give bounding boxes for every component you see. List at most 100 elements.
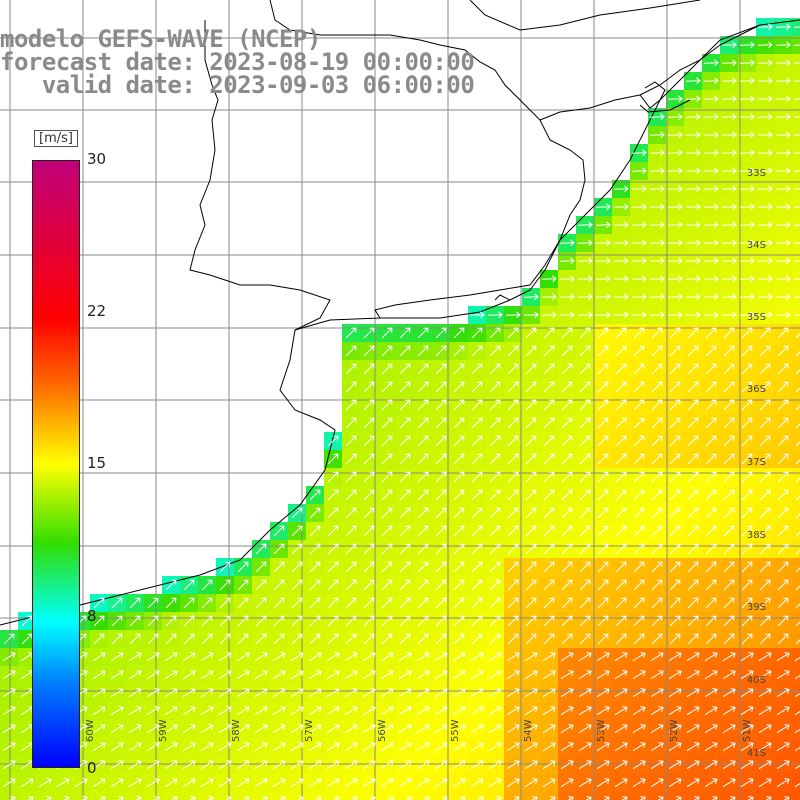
wind-arrow	[633, 507, 645, 519]
wind-arrow	[703, 293, 719, 301]
wind-arrow	[633, 489, 645, 501]
wind-arrow	[470, 742, 484, 752]
wind-speed-cell	[216, 792, 235, 800]
wind-arrow	[399, 489, 411, 501]
wind-arrow	[631, 203, 647, 211]
wind-arrow	[363, 597, 375, 609]
wind-arrow	[399, 597, 411, 609]
wind-arrow	[243, 796, 250, 800]
wind-arrow	[705, 543, 717, 555]
wind-arrow	[345, 507, 357, 519]
wind-arrow	[362, 778, 376, 788]
wind-arrow	[182, 670, 196, 680]
wind-arrow	[489, 345, 501, 357]
wind-arrow	[477, 796, 484, 800]
wind-arrow	[2, 742, 16, 752]
wind-arrow	[721, 41, 737, 49]
wind-arrow	[452, 706, 466, 716]
wind-arrow	[543, 453, 555, 465]
wind-arrow	[128, 670, 142, 680]
wind-arrow	[453, 507, 465, 519]
wind-arrow	[723, 615, 735, 627]
wind-arrow	[507, 399, 519, 411]
wind-arrow	[326, 670, 340, 680]
wind-arrow	[93, 615, 105, 627]
wind-arrow	[525, 327, 537, 339]
wind-arrow	[614, 742, 628, 752]
wind-arrow	[687, 327, 699, 339]
wind-arrow	[489, 507, 501, 519]
wind-arrow	[219, 561, 231, 573]
lat-label-35s: 35S	[746, 312, 766, 323]
wind-arrow	[488, 652, 502, 662]
wind-arrow	[757, 311, 773, 319]
wind-arrow	[758, 652, 772, 662]
wind-speed-cell	[576, 792, 595, 800]
wind-arrow	[489, 399, 501, 411]
wind-speed-cell	[792, 702, 800, 721]
wind-speed-cell	[198, 792, 217, 800]
wind-arrow	[290, 778, 304, 788]
wind-arrow	[147, 597, 159, 609]
wind-speed-cell	[792, 720, 800, 739]
wind-arrow	[579, 471, 591, 483]
wind-arrow	[74, 778, 88, 788]
wind-arrow	[524, 778, 538, 788]
wind-arrow	[111, 597, 123, 609]
wind-arrow	[344, 706, 358, 716]
wind-arrow	[686, 652, 700, 662]
wind-arrow	[345, 597, 357, 609]
wind-arrow	[669, 417, 681, 429]
wind-arrow	[471, 345, 483, 357]
wind-arrow	[417, 579, 429, 591]
wind-arrow	[147, 633, 159, 645]
wind-arrow	[489, 579, 501, 591]
wind-arrow	[261, 796, 268, 800]
wind-arrow	[345, 363, 357, 375]
wind-speed-cell	[702, 792, 721, 800]
wind-arrow	[345, 633, 357, 645]
wind-arrow	[200, 724, 214, 734]
wind-arrow	[669, 579, 681, 591]
wind-arrow	[219, 579, 231, 591]
wind-arrow	[705, 435, 717, 447]
wind-arrow	[705, 489, 717, 501]
wind-arrow	[650, 724, 664, 734]
wind-arrow	[759, 453, 771, 465]
wind-arrow	[740, 670, 754, 680]
wind-arrow	[793, 116, 800, 118]
wind-arrow	[398, 760, 412, 770]
wind-arrow	[721, 293, 737, 301]
wind-arrow	[704, 724, 718, 734]
wind-arrow	[775, 221, 791, 229]
wind-arrow	[722, 652, 736, 662]
wind-arrow	[525, 579, 537, 591]
wind-arrow	[254, 706, 268, 716]
wind-arrow	[759, 561, 771, 573]
wind-arrow	[453, 345, 465, 357]
wind-arrow	[579, 507, 591, 519]
wind-arrow	[669, 345, 681, 357]
wind-speed-cell	[792, 342, 800, 361]
wind-arrow	[380, 706, 394, 716]
wind-arrow	[615, 489, 627, 501]
wind-arrow	[650, 706, 664, 716]
wind-arrow	[721, 149, 737, 157]
wind-arrow	[189, 796, 196, 800]
wind-arrow	[775, 239, 791, 247]
wind-arrow	[687, 363, 699, 375]
wind-arrow	[596, 652, 610, 662]
wind-arrow	[651, 579, 663, 591]
wind-arrow	[542, 724, 556, 734]
wind-arrow	[417, 345, 429, 357]
wind-arrow	[633, 399, 645, 411]
wind-arrow	[595, 311, 611, 319]
wind-arrow	[723, 453, 735, 465]
wind-arrow	[615, 615, 627, 627]
wind-arrow	[453, 489, 465, 501]
wind-arrow	[739, 221, 755, 229]
wind-arrow	[135, 796, 142, 800]
wind-arrow	[597, 489, 609, 501]
wind-arrow	[595, 221, 611, 229]
wind-arrow	[758, 706, 772, 716]
